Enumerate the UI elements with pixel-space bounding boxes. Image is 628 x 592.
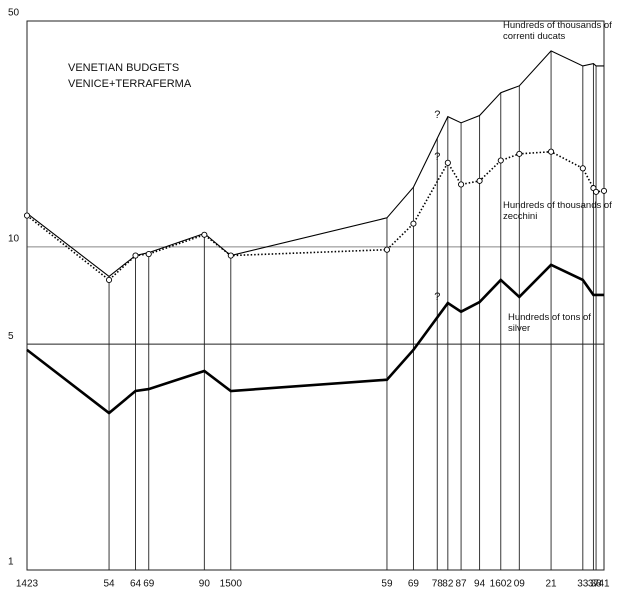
point-marker	[132, 252, 139, 259]
annotation: ?	[434, 109, 440, 121]
x-tick-label: 90	[199, 579, 211, 590]
point-marker	[227, 252, 234, 259]
x-tick-label: 38	[590, 579, 602, 590]
x-tick-label: 1602	[490, 579, 513, 590]
series-label-box: Hundreds of thousands of zecchini	[503, 200, 612, 222]
x-tick-label: 21	[546, 579, 558, 590]
x-tick-label: 64	[130, 579, 142, 590]
x-tick-label: 82	[442, 579, 454, 590]
point-marker	[458, 181, 465, 188]
x-tick-label: 87	[456, 579, 468, 590]
chart-subtitle: VENICE+TERRAFERMA	[68, 78, 192, 90]
point-marker	[410, 220, 417, 227]
x-tick-label: 69	[143, 579, 155, 590]
x-tick-label: 59	[381, 579, 393, 590]
point-marker	[600, 187, 608, 194]
chart-title: VENETIAN BUDGETS	[68, 62, 179, 74]
point-marker	[23, 212, 31, 219]
annotation: ?	[434, 291, 440, 303]
point-marker	[201, 231, 208, 238]
point-marker	[516, 150, 523, 157]
series-line	[26, 263, 604, 415]
point-marker	[383, 246, 391, 253]
y-tick-label: 5	[8, 331, 14, 342]
series-label-box: Hundreds of tons of silver	[508, 312, 591, 334]
point-marker	[145, 251, 152, 258]
x-tick-label: 37	[588, 579, 600, 590]
y-tick-label: 50	[8, 8, 20, 19]
x-tick-label: 94	[474, 579, 486, 590]
point-marker	[476, 177, 483, 184]
point-marker	[593, 188, 600, 195]
point-marker	[497, 157, 504, 164]
series-label: Hundreds of thousands of zecchini	[503, 200, 612, 222]
point-marker	[106, 276, 113, 283]
point-marker	[548, 148, 555, 155]
x-tick-label: 1423	[16, 579, 39, 590]
point-marker	[579, 165, 586, 172]
x-tick-label: 54	[103, 579, 115, 590]
annotation: ?	[434, 151, 440, 163]
x-tick-label: 78	[432, 579, 444, 590]
x-tick-label: 1500	[220, 579, 243, 590]
y-tick-label: 10	[8, 234, 20, 245]
x-tick-label: 09	[514, 579, 526, 590]
x-tick-label: 41	[598, 579, 610, 590]
x-tick-label: 33	[577, 579, 589, 590]
x-tick-label: 69	[408, 579, 420, 590]
series-label: Hundreds of thousands of correnti ducats	[503, 20, 612, 42]
series-label: Hundreds of tons of silver	[508, 312, 591, 334]
series-label-box: Hundreds of thousands of correnti ducats	[503, 20, 612, 42]
y-tick-label: 1	[8, 557, 14, 568]
point-marker	[444, 159, 451, 166]
